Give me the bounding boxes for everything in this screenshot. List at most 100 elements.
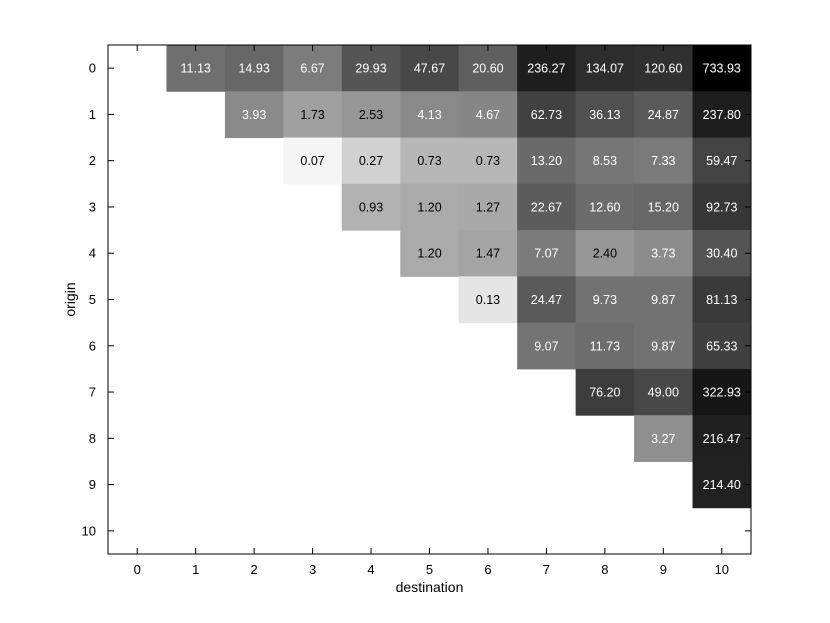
cell-value-label-3-5: 1.20 (417, 200, 441, 214)
heatmap-cell-6-10 (692, 322, 752, 370)
heatmap-cell-1-2 (224, 91, 284, 139)
heatmap-cells: 11.13 14.93 6.67 29.93 47.67 20.60 236.27 134.0… (166, 45, 752, 509)
cell-value-label-2-3: 0.07 (300, 154, 324, 168)
heatmap-cell-0-7 (517, 45, 577, 92)
cell-value-label-0-8: 134.07 (586, 62, 624, 76)
heatmap-cell-2-9 (634, 137, 694, 185)
cell-value-label-1-9: 24.87 (648, 108, 679, 122)
cell-value-label-2-5: 0.73 (417, 154, 441, 168)
heatmap-cell-5-10 (692, 276, 752, 324)
cell-value-label-1-7: 62.73 (531, 108, 562, 122)
y-tick-label-7: 7 (89, 385, 96, 400)
cell-value-label-3-10: 92.73 (706, 200, 737, 214)
cell-value-label-6-8: 11.73 (590, 339, 620, 353)
x-tick-label-7: 7 (543, 562, 550, 577)
heatmap-cell-5-7 (517, 276, 577, 324)
heatmap-cell-5-6 (458, 276, 518, 324)
x-tick-label-3: 3 (309, 562, 316, 577)
heatmap-cell-1-8 (575, 91, 635, 139)
heatmap-cell-1-10 (692, 91, 752, 139)
heatmap-cell-6-7 (517, 322, 577, 370)
heatmap-cell-2-8 (575, 137, 635, 185)
heatmap-cell-5-8 (575, 276, 635, 324)
cell-value-label-6-10: 65.33 (706, 339, 737, 353)
heatmap-cell-0-9 (634, 45, 694, 92)
y-axis-ticks: 0 1 2 3 4 5 6 7 8 9 10 (82, 61, 751, 538)
heatmap-cell-7-10 (692, 368, 752, 416)
cell-value-label-4-9: 3.73 (651, 247, 675, 261)
cell-value-label-0-7: 236.27 (527, 62, 565, 76)
heatmap-cell-8-10 (692, 415, 752, 462)
heatmap-cell-3-4 (341, 183, 401, 231)
cell-value-label-4-10: 30.40 (706, 247, 737, 261)
heatmap-cell-6-9 (634, 322, 694, 370)
cell-value-label-0-3: 6.67 (300, 62, 324, 76)
cell-value-label-7-9: 49.00 (648, 386, 679, 400)
heatmap-cell-7-9 (634, 368, 694, 416)
cell-value-label-9-10: 214.40 (703, 478, 741, 492)
cell-value-label-1-3: 1.73 (300, 108, 324, 122)
cell-value-label-1-10: 237.80 (703, 108, 741, 122)
heatmap-cell-1-7 (517, 91, 577, 139)
cell-value-label-0-1: 11.13 (181, 62, 211, 76)
y-tick-label-9: 9 (89, 477, 96, 492)
x-tick-label-5: 5 (426, 562, 433, 577)
x-tick-label-8: 8 (601, 562, 608, 577)
heatmap-cell-0-2 (224, 45, 284, 92)
cell-value-label-7-10: 322.93 (703, 386, 741, 400)
heatmap-cell-4-9 (634, 230, 694, 277)
heatmap-cell-3-10 (692, 183, 752, 231)
cell-value-label-3-6: 1.27 (476, 200, 500, 214)
cell-value-label-2-6: 0.73 (476, 154, 500, 168)
heatmap-cell-5-9 (634, 276, 694, 324)
heatmap-cell-8-9 (634, 415, 694, 462)
cell-value-label-7-8: 76.20 (589, 386, 620, 400)
heatmap-cell-2-10 (692, 137, 752, 185)
heatmap-cell-4-7 (517, 230, 577, 277)
heatmap-cell-1-6 (458, 91, 518, 139)
cell-value-label-8-9: 3.27 (651, 432, 675, 446)
y-tick-label-6: 6 (89, 338, 96, 353)
cell-value-label-5-10: 81.13 (706, 293, 737, 307)
heatmap-cell-6-8 (575, 322, 635, 370)
heatmap-cell-2-3 (283, 137, 343, 185)
x-tick-label-2: 2 (251, 562, 258, 577)
cell-value-label-3-4: 0.93 (359, 200, 383, 214)
heatmap-cell-0-3 (283, 45, 343, 92)
heatmap-cell-9-10 (692, 461, 752, 509)
y-tick-label-2: 2 (89, 153, 96, 168)
heatmap-cell-0-1 (166, 45, 226, 92)
heatmap-cell-4-10 (692, 230, 752, 277)
cell-value-label-3-8: 12.60 (589, 200, 620, 214)
cell-value-label-2-8: 8.53 (593, 154, 617, 168)
cell-value-label-0-6: 20.60 (472, 62, 503, 76)
cell-value-label-0-9: 120.60 (644, 62, 682, 76)
cell-value-label-5-8: 9.73 (593, 293, 617, 307)
cell-value-label-5-9: 9.87 (651, 293, 675, 307)
cell-value-label-1-5: 4.13 (417, 108, 441, 122)
heatmap-cell-4-6 (458, 230, 518, 277)
cell-value-label-3-7: 22.67 (531, 200, 562, 214)
cell-value-label-4-7: 7.07 (534, 247, 558, 261)
heatmap-cell-1-5 (400, 91, 460, 139)
heatmap-cell-0-10 (692, 45, 752, 92)
heatmap-cell-3-5 (400, 183, 460, 231)
heatmap-cell-3-8 (575, 183, 635, 231)
heatmap-cell-1-3 (283, 91, 343, 139)
cell-value-label-4-5: 1.20 (417, 247, 441, 261)
heatmap-cell-0-8 (575, 45, 635, 92)
cell-value-label-1-6: 4.67 (476, 108, 500, 122)
cell-value-label-2-7: 13.20 (531, 154, 562, 168)
cell-value-label-0-10: 733.93 (703, 62, 741, 76)
heatmap-cell-0-5 (400, 45, 460, 92)
heatmap-cell-2-7 (517, 137, 577, 185)
x-axis-ticks: 0 1 2 3 4 5 6 7 8 9 10 (134, 45, 729, 577)
cell-value-label-6-7: 9.07 (534, 339, 558, 353)
cell-value-label-2-4: 0.27 (359, 154, 383, 168)
y-tick-label-0: 0 (89, 61, 96, 76)
cell-value-label-4-6: 1.47 (476, 247, 500, 261)
x-tick-label-1: 1 (192, 562, 199, 577)
y-axis-label: origin (62, 282, 78, 316)
cell-value-label-1-4: 2.53 (359, 108, 383, 122)
heatmap-cell-3-7 (517, 183, 577, 231)
